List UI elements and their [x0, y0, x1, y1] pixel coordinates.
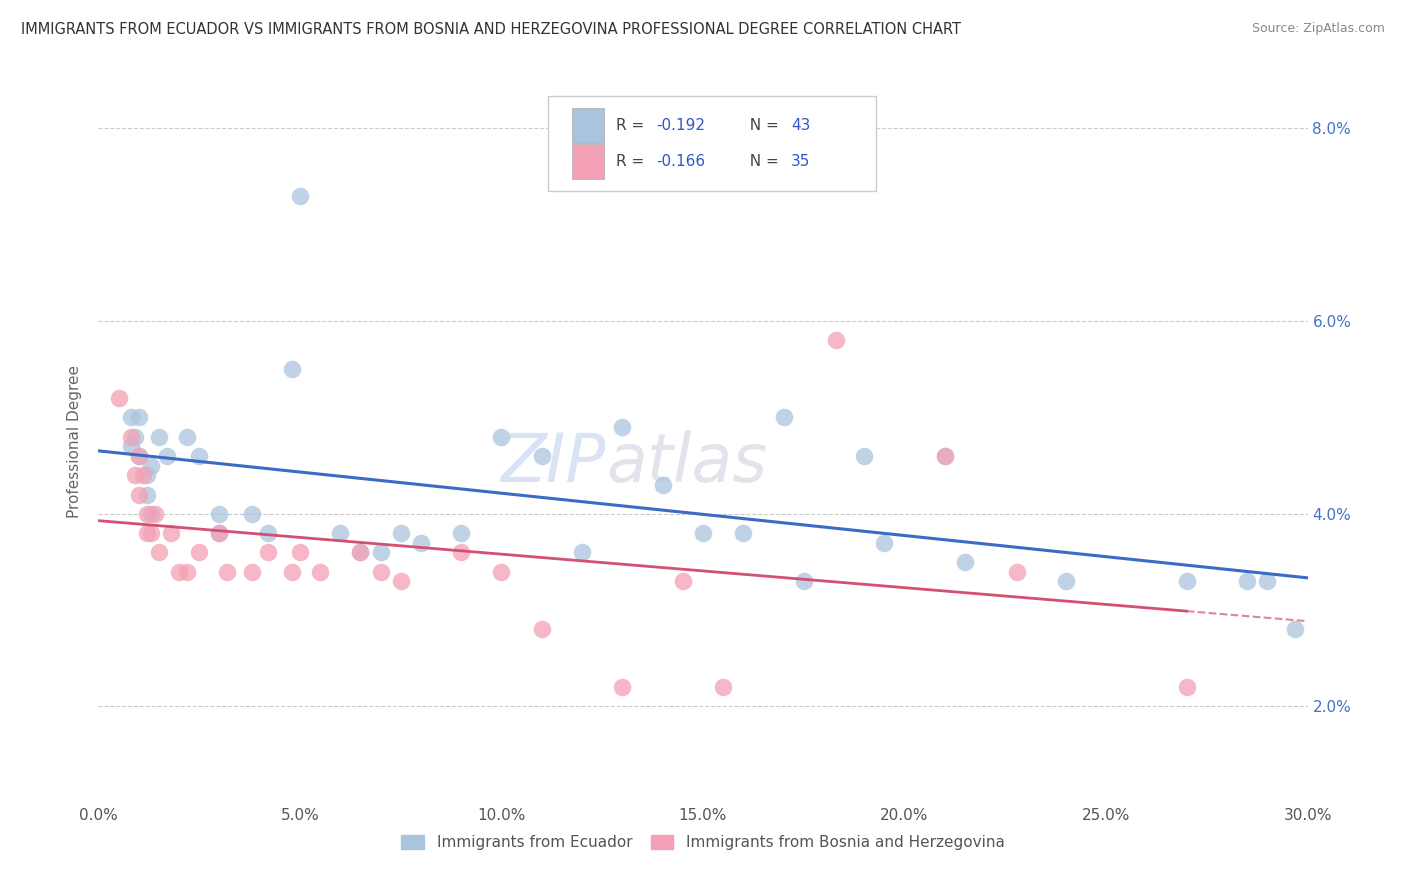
Point — [208, 526, 231, 541]
Point — [288, 189, 311, 203]
Point — [120, 410, 142, 425]
Point — [825, 334, 848, 348]
Point — [120, 430, 142, 444]
Point — [1175, 680, 1198, 694]
Point — [1175, 574, 1198, 589]
Point — [1256, 574, 1278, 589]
Point — [139, 526, 162, 541]
Point — [450, 545, 472, 559]
Point — [208, 507, 231, 521]
Point — [1236, 574, 1258, 589]
Point — [672, 574, 695, 589]
Point — [176, 430, 198, 444]
Point — [139, 507, 162, 521]
Point — [409, 535, 432, 549]
Text: ZIP: ZIP — [501, 430, 606, 496]
Text: R =: R = — [616, 154, 650, 169]
Point — [107, 391, 129, 405]
Point — [148, 545, 170, 559]
Point — [793, 574, 815, 589]
Point — [143, 507, 166, 521]
Point — [240, 565, 263, 579]
Point — [256, 545, 278, 559]
Point — [370, 545, 392, 559]
Text: Source: ZipAtlas.com: Source: ZipAtlas.com — [1251, 22, 1385, 36]
Point — [450, 526, 472, 541]
Point — [1284, 623, 1306, 637]
Point — [135, 468, 157, 483]
Point — [256, 526, 278, 541]
Point — [1054, 574, 1077, 589]
Point — [692, 526, 714, 541]
Point — [288, 545, 311, 559]
Text: N =: N = — [741, 118, 785, 133]
Point — [167, 565, 190, 579]
Point — [491, 565, 513, 579]
Point — [953, 555, 976, 569]
Point — [188, 449, 211, 463]
Point — [124, 468, 146, 483]
Point — [349, 545, 371, 559]
Point — [1007, 565, 1029, 579]
Point — [873, 535, 896, 549]
Point — [148, 430, 170, 444]
Point — [370, 565, 392, 579]
Text: N =: N = — [741, 154, 785, 169]
FancyBboxPatch shape — [572, 108, 603, 143]
Y-axis label: Professional Degree: Professional Degree — [67, 365, 83, 518]
Point — [651, 478, 673, 492]
Text: atlas: atlas — [606, 430, 768, 496]
Point — [188, 545, 211, 559]
Point — [571, 545, 593, 559]
Point — [733, 526, 755, 541]
FancyBboxPatch shape — [572, 145, 603, 179]
Point — [208, 526, 231, 541]
Point — [389, 526, 412, 541]
Point — [329, 526, 352, 541]
Point — [132, 468, 155, 483]
Point — [139, 458, 162, 473]
Text: IMMIGRANTS FROM ECUADOR VS IMMIGRANTS FROM BOSNIA AND HERZEGOVINA PROFESSIONAL D: IMMIGRANTS FROM ECUADOR VS IMMIGRANTS FR… — [21, 22, 962, 37]
Point — [349, 545, 371, 559]
Point — [530, 623, 553, 637]
Point — [934, 449, 956, 463]
Point — [934, 449, 956, 463]
Point — [135, 507, 157, 521]
Point — [120, 439, 142, 453]
Point — [711, 680, 734, 694]
Point — [281, 565, 304, 579]
Point — [135, 487, 157, 501]
Point — [160, 526, 183, 541]
FancyBboxPatch shape — [548, 96, 876, 191]
Legend: Immigrants from Ecuador, Immigrants from Bosnia and Herzegovina: Immigrants from Ecuador, Immigrants from… — [395, 830, 1011, 856]
Point — [156, 449, 179, 463]
Point — [389, 574, 412, 589]
Point — [128, 449, 150, 463]
Text: -0.166: -0.166 — [655, 154, 704, 169]
Point — [309, 565, 332, 579]
Point — [612, 680, 634, 694]
Point — [135, 526, 157, 541]
Point — [217, 565, 239, 579]
Point — [240, 507, 263, 521]
Point — [612, 420, 634, 434]
Text: 43: 43 — [792, 118, 811, 133]
Point — [491, 430, 513, 444]
Point — [530, 449, 553, 463]
Point — [176, 565, 198, 579]
Point — [853, 449, 876, 463]
Point — [128, 410, 150, 425]
Point — [281, 362, 304, 376]
Point — [124, 430, 146, 444]
Text: R =: R = — [616, 118, 650, 133]
Text: 35: 35 — [792, 154, 811, 169]
Point — [772, 410, 794, 425]
Text: -0.192: -0.192 — [655, 118, 704, 133]
Point — [128, 487, 150, 501]
Point — [128, 449, 150, 463]
